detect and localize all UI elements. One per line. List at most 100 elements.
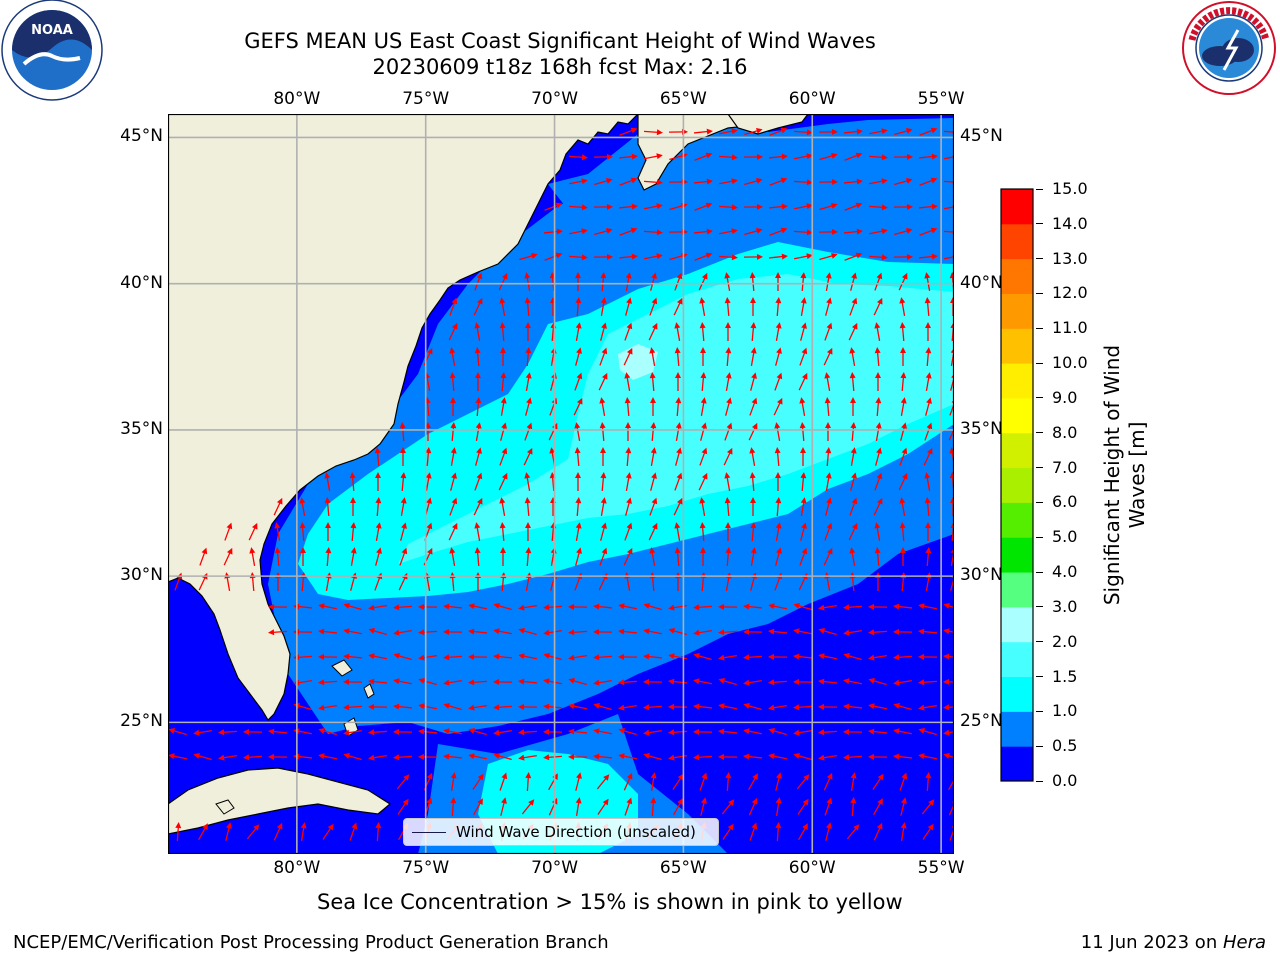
wave-direction-arrow (924, 422, 933, 441)
title-line-2: 20230609 t18z 168h fcst Max: 2.16 (372, 55, 748, 79)
lon-tick-label-top: 55°W (917, 89, 965, 109)
wave-direction-arrow (823, 347, 833, 366)
wave-direction-arrow (918, 679, 938, 686)
colorbar-tick-mark (1036, 467, 1043, 469)
wave-direction-arrow (168, 728, 187, 736)
wave-direction-arrow (500, 422, 507, 441)
wave-direction-arrow (743, 628, 763, 635)
wave-direction-arrow (849, 547, 856, 566)
wave-direction-arrow (768, 253, 788, 260)
wave-direction-arrow (625, 447, 632, 467)
wave-direction-arrow (750, 347, 757, 366)
wave-direction-arrow (868, 703, 887, 710)
wave-direction-arrow (868, 678, 887, 686)
wave-direction-arrow (924, 472, 931, 491)
wave-direction-arrow (418, 703, 437, 710)
wave-direction-arrow (793, 179, 813, 186)
wave-direction-arrow (744, 178, 763, 186)
lat-tick-label-right: 30°N (960, 565, 1003, 586)
wave-direction-arrow (799, 397, 806, 416)
wave-direction-arrow (899, 297, 906, 316)
wave-direction-arrow (900, 397, 907, 416)
wave-direction-arrow (672, 773, 684, 790)
wave-direction-arrow (475, 422, 482, 441)
wave-direction-arrow (568, 703, 587, 710)
wave-direction-arrow (350, 547, 357, 566)
wave-direction-arrow (768, 603, 787, 610)
colorbar-tick-mark (1036, 397, 1043, 399)
wave-direction-arrow (175, 822, 182, 842)
wave-direction-arrow (474, 472, 483, 491)
wave-direction-arrow (744, 228, 763, 236)
wind-wave-arrows (168, 127, 954, 842)
wave-direction-arrow (872, 773, 884, 790)
wave-direction-arrow (443, 753, 463, 760)
colorbar-tick-label: 1.0 (1052, 701, 1078, 721)
wave-direction-arrow (618, 203, 638, 210)
wave-direction-arrow (668, 729, 688, 736)
wave-direction-arrow (943, 130, 954, 134)
wave-direction-arrow (523, 447, 533, 466)
wave-direction-arrow (618, 679, 638, 686)
wave-direction-arrow (797, 798, 809, 815)
wave-direction-arrow (474, 547, 481, 567)
nws-logo-icon (1182, 1, 1276, 95)
wave-direction-arrow (894, 178, 913, 186)
wave-direction-arrow (518, 604, 537, 611)
wave-direction-arrow (873, 798, 883, 816)
colorbar-label: Significant Height of Wind Waves [m] (1100, 250, 1160, 700)
wave-direction-arrow (600, 472, 607, 492)
wave-direction-arrow (743, 203, 763, 210)
wave-direction-arrow (693, 703, 713, 710)
wave-direction-arrow (525, 372, 532, 391)
wave-direction-arrow (775, 497, 782, 517)
wave-direction-arrow (818, 703, 838, 710)
wave-direction-arrow (722, 823, 734, 840)
colorbar-tick-label: 11.0 (1052, 318, 1088, 338)
wave-direction-arrow (493, 729, 512, 736)
wave-direction-arrow (575, 547, 582, 566)
wave-direction-arrow (775, 297, 782, 317)
wave-direction-arrow (825, 822, 832, 841)
wave-direction-arrow (474, 347, 481, 367)
map-panel[interactable] (168, 114, 954, 854)
wave-direction-arrow (918, 728, 937, 736)
wave-direction-arrow (473, 297, 483, 316)
wave-direction-arrow (674, 347, 681, 367)
wave-direction-arrow (775, 322, 782, 341)
wave-direction-arrow (625, 422, 631, 441)
wave-direction-arrow (450, 772, 457, 791)
colorbar (1000, 188, 1034, 782)
colorbar-tick-mark (1036, 536, 1043, 538)
wave-direction-arrow (843, 178, 863, 185)
wave-direction-arrow (818, 128, 838, 135)
wave-direction-arrow (599, 347, 608, 366)
lat-tick-label-left: 35°N (120, 418, 163, 439)
wave-direction-arrow (643, 729, 662, 736)
colorbar-label-line-1: Significant Height of Wind (1100, 344, 1124, 606)
wave-direction-arrow (768, 203, 788, 210)
wave-direction-arrow (518, 678, 538, 685)
wave-direction-arrow (899, 447, 908, 466)
lon-tick-label-top: 80°W (273, 89, 321, 109)
wave-direction-arrow (349, 822, 358, 841)
wave-direction-arrow (268, 629, 288, 636)
wave-direction-arrow (273, 822, 283, 841)
wave-direction-arrow (948, 773, 954, 791)
wave-direction-arrow (868, 654, 887, 661)
wave-direction-arrow (725, 347, 732, 367)
wave-direction-arrow (748, 797, 758, 816)
wave-direction-arrow (768, 728, 787, 736)
wave-direction-arrow (873, 297, 883, 316)
wave-band-2p0-3p0 (618, 344, 658, 380)
wave-direction-arrow (775, 797, 782, 816)
wave-direction-arrow (300, 547, 306, 566)
wave-direction-arrow (922, 823, 934, 840)
wave-direction-arrow (318, 679, 338, 686)
wave-direction-arrow (644, 153, 663, 160)
wave-direction-arrow (668, 678, 688, 685)
wave-direction-arrow (525, 347, 532, 367)
wave-direction-arrow (893, 603, 913, 610)
wave-direction-arrow (594, 228, 613, 236)
wave-direction-arrow (818, 729, 838, 736)
